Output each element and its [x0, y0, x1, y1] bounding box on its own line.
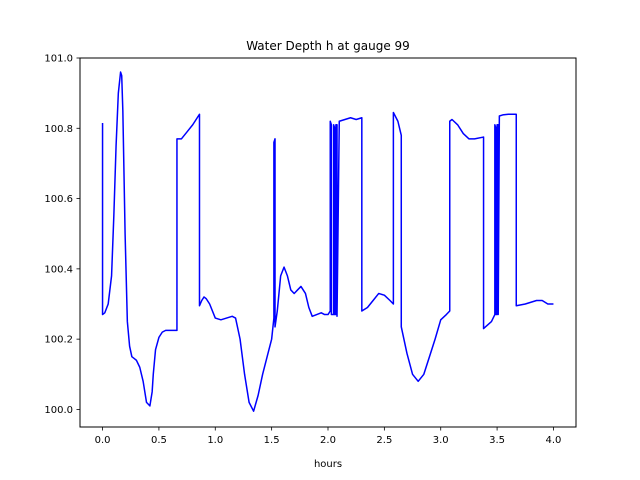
chart-title: Water Depth h at gauge 99	[246, 39, 410, 53]
x-tick-label: 3.0	[433, 435, 449, 446]
x-tick-label: 3.5	[489, 435, 505, 446]
y-tick-label: 100.8	[44, 124, 73, 135]
x-axis-ticks: 0.0 0.5 1.0 1.5 2.0 2.5 3.0 3.5 4.0	[95, 427, 562, 446]
y-tick-label: 101.0	[44, 54, 73, 65]
x-tick-label: 0.0	[95, 435, 111, 446]
y-tick-label: 100.0	[44, 405, 73, 416]
y-axis-ticks: 100.0 100.2 100.4 100.6 100.8 101.0	[44, 54, 80, 416]
series-line-0	[101, 71, 554, 412]
x-tick-label: 2.0	[320, 435, 336, 446]
plot-area	[101, 71, 554, 412]
y-tick-label: 100.2	[44, 335, 73, 346]
x-tick-label: 2.5	[376, 435, 392, 446]
x-axis-label: hours	[314, 459, 342, 470]
x-tick-label: 1.5	[264, 435, 280, 446]
y-tick-label: 100.6	[44, 194, 73, 205]
plot-frame	[79, 57, 577, 428]
x-tick-label: 1.0	[207, 435, 223, 446]
x-tick-label: 4.0	[546, 435, 562, 446]
y-tick-label: 100.4	[44, 264, 73, 275]
x-tick-label: 0.5	[151, 435, 167, 446]
